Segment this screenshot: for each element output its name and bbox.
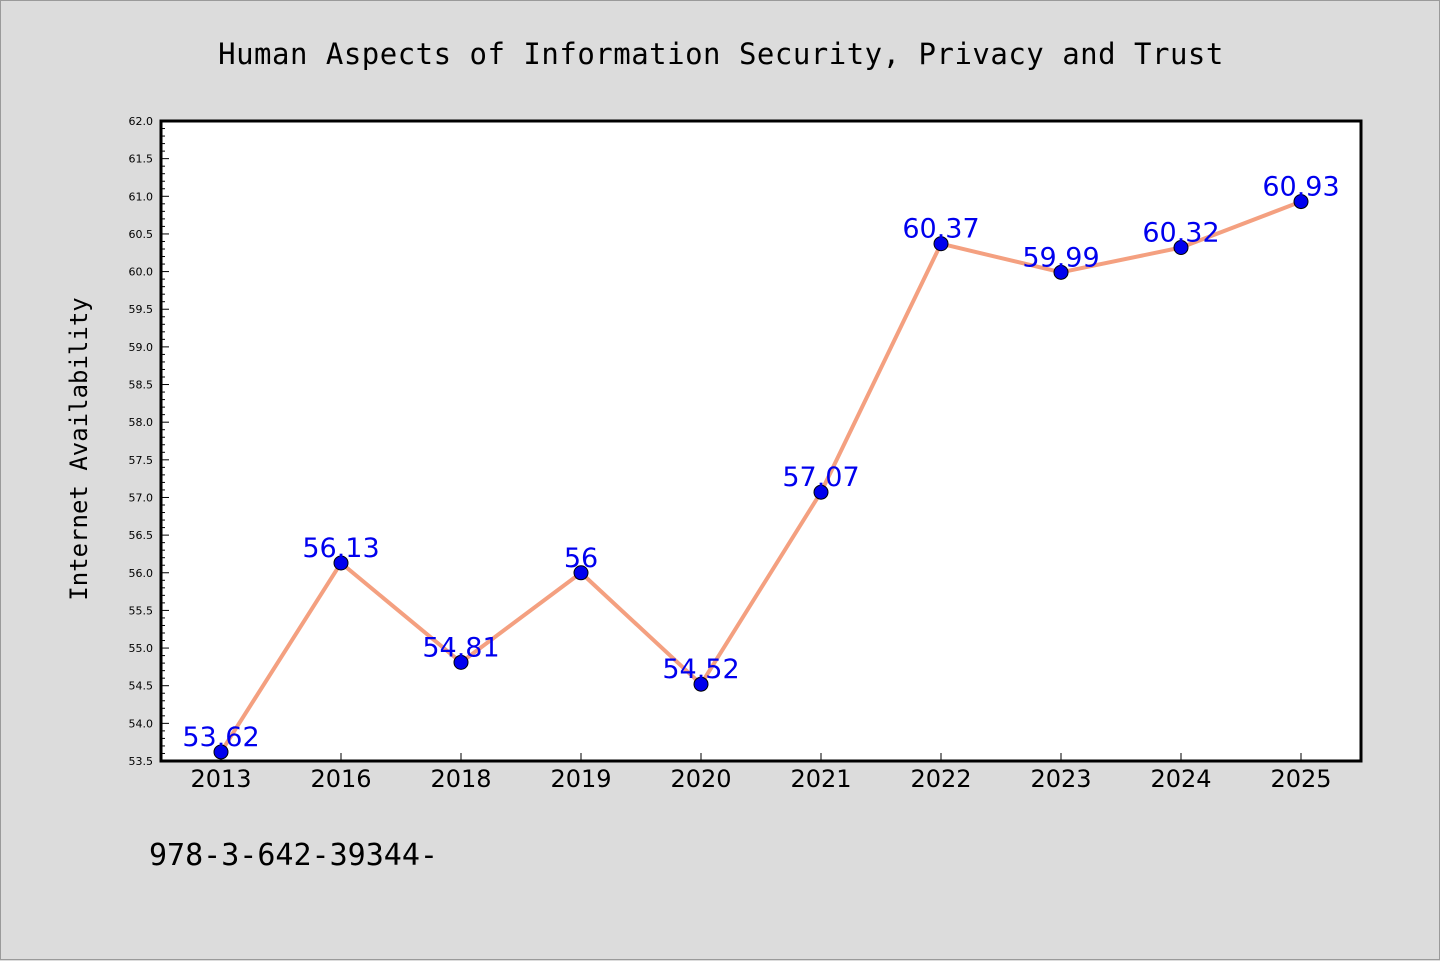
- y-tick-label: 61.5: [129, 153, 154, 166]
- y-tick-label: 59.0: [129, 341, 154, 354]
- data-point-label: 60.93: [1262, 172, 1339, 203]
- x-tick-label: 2025: [1270, 765, 1331, 793]
- x-tick-label: 2022: [910, 765, 971, 793]
- data-point-label: 54.52: [662, 654, 739, 685]
- data-point-label: 53.62: [182, 722, 259, 753]
- y-tick-label: 54.0: [129, 717, 154, 730]
- x-axis-ticks: 2013 2016 2018 2019 2020 2021 2022 2023 2024 2025: [190, 753, 1332, 793]
- y-axis-label: Internet Availability: [65, 297, 93, 600]
- data-point-marker: [1173, 239, 1189, 255]
- x-tick-label: 2020: [670, 765, 731, 793]
- series-line: [219, 199, 1302, 754]
- y-tick-label: 59.5: [129, 303, 154, 316]
- data-point-label: 56.13: [302, 533, 379, 564]
- data-point-marker: [333, 555, 349, 571]
- x-tick-label: 2021: [790, 765, 851, 793]
- data-point-label: 54.81: [422, 632, 499, 663]
- y-tick-label: 57.0: [129, 491, 154, 504]
- y-tick-label: 62.0: [129, 115, 154, 128]
- y-tick-label: 56.5: [129, 529, 154, 542]
- y-tick-label: 55.5: [129, 604, 154, 617]
- data-point-label: 59.99: [1022, 242, 1099, 273]
- data-point-marker: [453, 654, 469, 670]
- y-tick-label: 60.5: [129, 228, 154, 241]
- data-point-label: 60.37: [902, 214, 979, 245]
- x-tick-label: 2024: [1150, 765, 1211, 793]
- footer-isbn-text: 978-3-642-39344-: [149, 838, 438, 873]
- data-point-marker: [933, 236, 949, 252]
- y-tick-label: 53.5: [129, 755, 154, 768]
- data-point-marker: [213, 744, 229, 760]
- data-point-label: 56: [564, 543, 598, 574]
- x-tick-label: 2016: [310, 765, 371, 793]
- data-point-marker: [573, 565, 589, 581]
- data-point-label: 60.32: [1142, 217, 1219, 248]
- y-axis-ticks: 53.5 54.0 54.5 55.0 55.5 56.0 56.5 57.0 57.5 58.0…: [129, 115, 169, 768]
- x-tick-label: 2023: [1030, 765, 1091, 793]
- y-tick-label: 58.0: [129, 416, 154, 429]
- data-point-marker: [1053, 264, 1069, 280]
- data-point-marker: [1293, 194, 1309, 210]
- y-tick-label: 60.0: [129, 266, 154, 279]
- data-point-label: 57.07: [782, 462, 859, 493]
- x-tick-label: 2013: [190, 765, 251, 793]
- data-point-marker: [693, 676, 709, 692]
- y-tick-label: 55.0: [129, 642, 154, 655]
- data-point-marker: [813, 484, 829, 500]
- x-tick-label: 2019: [550, 765, 611, 793]
- plot-area: [159, 119, 1363, 763]
- y-tick-label: 58.5: [129, 379, 154, 392]
- y-tick-label: 54.5: [129, 680, 154, 693]
- y-tick-label: 57.5: [129, 454, 154, 467]
- series-layer: 53.62 56.13 54.81 56 54.52 57.07 60.37 59.99 60.…: [182, 172, 1340, 760]
- y-tick-label: 61.0: [129, 190, 154, 203]
- y-tick-label: 56.0: [129, 567, 154, 580]
- x-tick-label: 2018: [430, 765, 491, 793]
- chart-title: Human Aspects of Information Security, P…: [218, 37, 1224, 71]
